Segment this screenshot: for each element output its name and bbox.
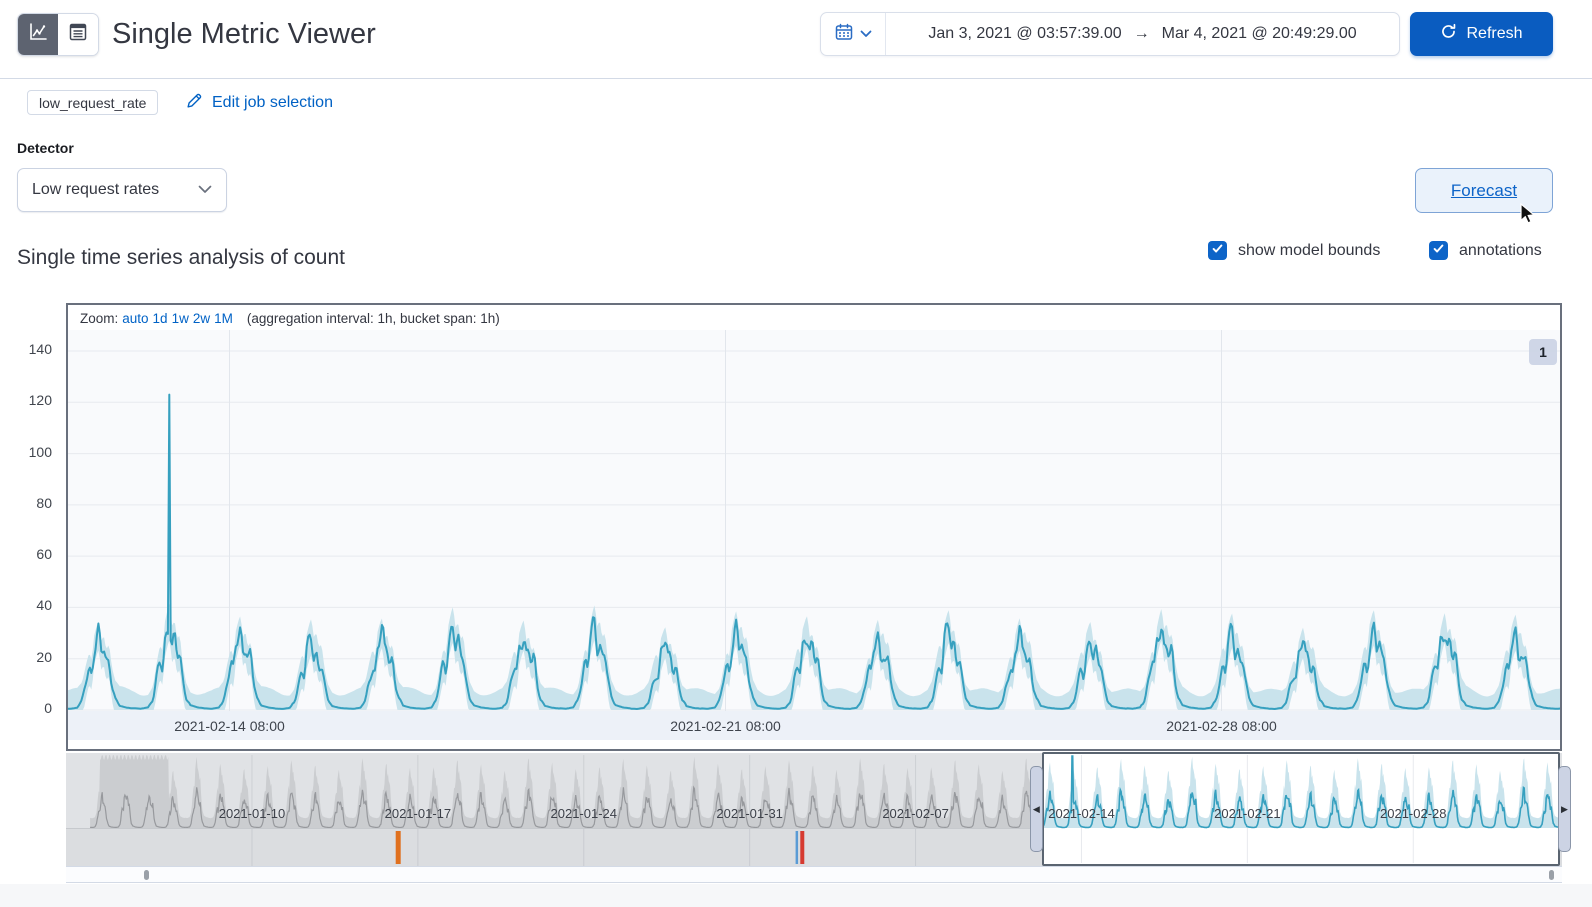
selection-right-handle[interactable]: ▶: [1558, 766, 1571, 852]
y-axis-tick: 140: [28, 340, 52, 357]
swimlane-marker-blue: [795, 831, 799, 864]
annotations-checkbox[interactable]: [1429, 241, 1448, 260]
y-axis-tick: 20: [36, 648, 52, 665]
edit-job-selection-label: Edit job selection: [212, 94, 333, 111]
svg-text:2021-02-21: 2021-02-21: [1214, 806, 1281, 821]
y-axis-tick: 60: [36, 546, 52, 563]
detector-label: Detector: [17, 140, 74, 156]
chevron-down-icon: [860, 25, 872, 43]
swimlane-marker-red: [800, 831, 805, 864]
end-date[interactable]: Mar 4, 2021 @ 20:49:29.00: [1161, 25, 1357, 42]
page-title: Single Metric Viewer: [112, 18, 376, 50]
svg-text:2021-02-07: 2021-02-07: [882, 806, 949, 821]
series-heading: Single time series analysis of count: [17, 246, 345, 269]
zoom-link-auto[interactable]: auto: [122, 310, 149, 326]
y-axis-tick: 40: [36, 597, 52, 614]
zoom-link-1d[interactable]: 1d: [152, 310, 168, 326]
focus-chart-panel: Zoom: auto 1d 1w 2w 1M (aggregation inte…: [66, 303, 1562, 751]
detector-select[interactable]: Low request rates: [17, 168, 227, 212]
swimlane-marker-orange: [395, 831, 401, 864]
header-divider: [0, 78, 1592, 79]
main-timeseries-chart[interactable]: 2021-02-14 08:00 2021-02-21 08:00 2021-02-…: [68, 330, 1560, 740]
check-icon: [1211, 242, 1224, 260]
svg-text:2021-01-17: 2021-01-17: [385, 806, 452, 821]
check-icon: [1432, 242, 1445, 260]
scrollbar-right-handle[interactable]: [1549, 870, 1554, 880]
line-chart-icon: [27, 21, 49, 48]
quick-select-button[interactable]: [821, 13, 886, 55]
zoom-link-1M[interactable]: 1M: [214, 310, 233, 326]
show-model-bounds-checkbox[interactable]: [1208, 241, 1227, 260]
start-date[interactable]: Jan 3, 2021 @ 03:57:39.00: [928, 25, 1122, 42]
annotation-marker-badge[interactable]: 1: [1529, 339, 1557, 365]
zoom-controls: Zoom: auto 1d 1w 2w 1M (aggregation inte…: [68, 305, 1560, 331]
svg-text:2021-02-28 08:00: 2021-02-28 08:00: [1166, 718, 1277, 734]
svg-text:2021-02-14 08:00: 2021-02-14 08:00: [174, 718, 285, 734]
detector-selected-value: Low request rates: [32, 181, 160, 198]
chevron-down-icon: [198, 181, 212, 199]
chart-view-button[interactable]: [18, 14, 58, 55]
view-toggle-group: [17, 13, 99, 56]
range-arrow-icon: →: [1133, 25, 1150, 42]
pencil-icon: [186, 92, 203, 114]
svg-text:2021-02-21 08:00: 2021-02-21 08:00: [670, 718, 781, 734]
date-range-display: Jan 3, 2021 @ 03:57:39.00 → Mar 4, 2021 …: [886, 13, 1399, 55]
zoom-link-1w[interactable]: 1w: [171, 310, 189, 326]
left-arrow-icon: ◀: [1032, 803, 1040, 814]
bottom-strip: [0, 884, 1592, 907]
calendar-icon: [834, 22, 854, 47]
annotations-label: annotations: [1459, 242, 1542, 259]
show-model-bounds-label: show model bounds: [1238, 242, 1381, 259]
svg-text:2021-02-28: 2021-02-28: [1380, 806, 1447, 821]
refresh-button[interactable]: Refresh: [1410, 12, 1553, 56]
context-overview-chart[interactable]: 2021-01-10 2021-01-17 2021-01-24 2021-01-31…: [66, 753, 1562, 866]
selection-left-handle[interactable]: ◀: [1029, 766, 1043, 852]
y-axis-tick: 80: [36, 494, 52, 511]
refresh-icon: [1440, 23, 1457, 45]
y-axis-tick: 120: [28, 392, 52, 409]
svg-text:2021-01-24: 2021-01-24: [551, 806, 618, 821]
svg-text:2021-01-31: 2021-01-31: [716, 806, 783, 821]
table-view-button[interactable]: [58, 14, 98, 55]
y-axis-tick: 0: [44, 700, 52, 716]
forecast-button[interactable]: Forecast: [1415, 168, 1553, 213]
right-arrow-icon: ▶: [1561, 803, 1568, 814]
refresh-label: Refresh: [1466, 25, 1523, 42]
aggregation-note: (aggregation interval: 1h, bucket span: …: [246, 310, 500, 326]
zoom-label: Zoom:: [80, 310, 119, 326]
date-range-picker: Jan 3, 2021 @ 03:57:39.00 → Mar 4, 2021 …: [820, 12, 1400, 56]
svg-text:2021-02-14: 2021-02-14: [1048, 806, 1115, 821]
data-table-icon: [67, 21, 89, 48]
zoom-link-2w[interactable]: 2w: [192, 310, 211, 326]
edit-job-selection-link[interactable]: Edit job selection: [186, 92, 333, 114]
y-axis-tick: 100: [28, 443, 52, 460]
job-id-badge: low_request_rate: [27, 90, 159, 115]
svg-text:2021-01-10: 2021-01-10: [219, 806, 286, 821]
chart-scrollbar-track[interactable]: [66, 866, 1562, 883]
scrollbar-left-handle[interactable]: [144, 870, 149, 880]
